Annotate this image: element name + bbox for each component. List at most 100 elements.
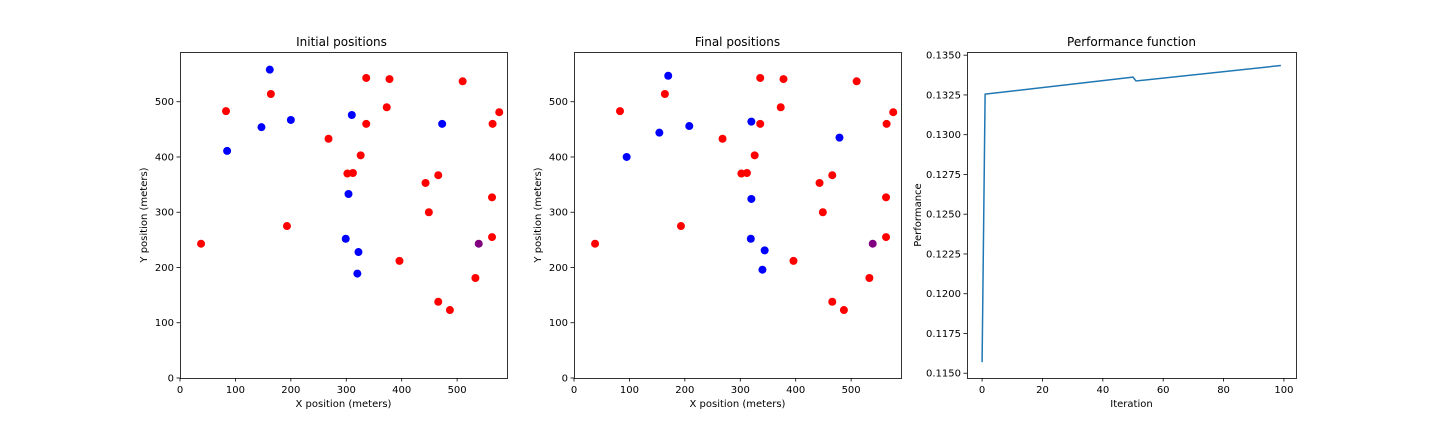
final-point-s0-22 xyxy=(828,297,837,306)
initial-xtick-label-5: 500 xyxy=(448,385,467,396)
final-axes-frame xyxy=(574,52,902,379)
performance-xlabel: Iteration xyxy=(1110,399,1152,410)
final-point-s0-6 xyxy=(779,75,788,84)
performance-ytick-label-2: 0.1200 xyxy=(926,289,961,300)
performance-ytick-label-4: 0.1250 xyxy=(926,210,961,221)
initial-point-s0-13 xyxy=(421,178,430,187)
final-point-s1-3 xyxy=(685,122,694,131)
final-point-s0-5 xyxy=(756,73,765,82)
initial-ytick-label-1: 100 xyxy=(155,318,174,329)
final-point-s0-23 xyxy=(839,306,848,315)
initial-point-s0-22 xyxy=(434,297,443,306)
initial-ytick-label-2: 200 xyxy=(155,263,174,274)
final-ytick-label-2: 200 xyxy=(549,263,568,274)
final-point-s0-7 xyxy=(776,103,785,112)
initial-point-s0-6 xyxy=(385,75,394,84)
initial-point-s0-3 xyxy=(282,222,291,231)
final-point-s0-17 xyxy=(889,108,898,117)
final-xtick-label-4: 400 xyxy=(786,385,805,396)
final-point-s0-3 xyxy=(676,222,685,231)
final-point-s0-0 xyxy=(616,107,624,116)
final-point-s0-21 xyxy=(865,273,874,282)
final-point-s0-9 xyxy=(750,151,759,160)
final-point-s1-5 xyxy=(835,133,844,142)
final-positions-title: Final positions xyxy=(695,35,780,49)
initial-xtick-label-0: 0 xyxy=(177,385,183,396)
final-point-s1-4 xyxy=(747,117,756,126)
initial-point-s0-0 xyxy=(222,107,230,116)
initial-point-s1-9 xyxy=(353,269,362,278)
initial-positions-title: Initial positions xyxy=(296,35,387,49)
performance-title: Performance function xyxy=(1067,35,1196,49)
initial-point-s0-23 xyxy=(445,306,454,315)
initial-xtick-label-3: 300 xyxy=(337,385,356,396)
initial-point-s0-1 xyxy=(266,89,275,98)
final-point-s0-14 xyxy=(818,208,827,217)
performance-xtick-label-0: 0 xyxy=(979,385,985,396)
final-positions-xlabel: X position (meters) xyxy=(690,399,786,410)
performance-ytick-label-5: 0.1275 xyxy=(926,170,961,181)
performance-ytick-label-6: 0.1300 xyxy=(926,130,961,141)
performance-ytick-label-8: 0.1350 xyxy=(926,51,961,62)
performance-xtick-label-1: 20 xyxy=(1036,385,1049,396)
final-xtick-label-0: 0 xyxy=(571,385,577,396)
final-xtick-label-3: 300 xyxy=(731,385,750,396)
initial-ytick-label-5: 500 xyxy=(155,97,174,108)
final-point-s1-0 xyxy=(664,71,673,80)
initial-point-s0-21 xyxy=(471,273,480,282)
initial-axes-frame xyxy=(180,52,508,379)
final-ytick-label-0: 0 xyxy=(562,374,568,385)
initial-xtick-label-4: 400 xyxy=(392,385,411,396)
initial-point-s0-8 xyxy=(362,119,371,128)
performance-xtick-label-5: 100 xyxy=(1274,385,1293,396)
final-xtick-label-1: 100 xyxy=(620,385,639,396)
initial-point-s1-8 xyxy=(354,248,363,257)
initial-point-s2-0 xyxy=(474,239,483,248)
initial-ytick-label-3: 300 xyxy=(155,208,174,219)
performance-ytick-label-7: 0.1325 xyxy=(926,90,961,101)
initial-point-s0-14 xyxy=(424,208,433,217)
final-xtick-label-2: 200 xyxy=(675,385,694,396)
initial-positions-panel: Initial positions X position (meters) Y … xyxy=(139,35,508,410)
initial-point-s0-12 xyxy=(395,256,404,265)
initial-ytick-label-4: 400 xyxy=(155,152,174,163)
initial-point-s1-7 xyxy=(341,234,350,243)
final-point-s1-1 xyxy=(622,152,631,161)
initial-point-s1-5 xyxy=(438,119,447,128)
final-point-s0-1 xyxy=(660,89,669,98)
initial-positions-ylabel: Y position (meters) xyxy=(139,167,150,263)
final-point-s0-2 xyxy=(591,239,600,248)
initial-point-s1-2 xyxy=(257,123,266,132)
performance-ytick-label-0: 0.1150 xyxy=(926,369,961,380)
initial-positions-plot: 0 100 200 300 400 500 0 100 200 300 400 500 xyxy=(155,52,508,396)
initial-point-s1-6 xyxy=(344,190,353,198)
initial-xtick-label-1: 100 xyxy=(226,385,245,396)
performance-xtick-label-3: 60 xyxy=(1157,385,1170,396)
final-positions-plot: 0 100 200 300 400 500 0 100 200 300 400 500 xyxy=(549,52,902,396)
final-point-s1-9 xyxy=(758,265,767,274)
final-point-s1-8 xyxy=(760,246,769,255)
final-ytick-label-3: 300 xyxy=(549,208,568,219)
performance-xtick-label-4: 80 xyxy=(1217,385,1230,396)
final-ytick-label-5: 500 xyxy=(549,97,568,108)
initial-point-s0-9 xyxy=(356,151,365,160)
initial-point-s0-17 xyxy=(495,108,504,117)
final-point-s0-8 xyxy=(756,119,765,128)
performance-series-line-0 xyxy=(981,64,1281,363)
initial-point-s0-4 xyxy=(324,134,333,143)
final-point-s0-4 xyxy=(718,134,727,143)
final-point-s0-15 xyxy=(828,171,837,180)
final-point-s0-19 xyxy=(882,193,891,202)
initial-point-s1-0 xyxy=(265,65,274,74)
initial-point-s1-3 xyxy=(286,115,295,124)
initial-point-s0-18 xyxy=(488,119,497,128)
initial-point-s0-7 xyxy=(382,103,391,112)
performance-ytick-label-3: 0.1225 xyxy=(926,249,961,260)
initial-point-s0-19 xyxy=(488,193,497,202)
final-point-s0-18 xyxy=(882,119,891,128)
final-point-s0-13 xyxy=(815,178,824,187)
initial-xtick-label-2: 200 xyxy=(281,385,300,396)
final-positions-ylabel: Y position (meters) xyxy=(533,167,544,263)
initial-point-s0-15 xyxy=(434,171,443,180)
